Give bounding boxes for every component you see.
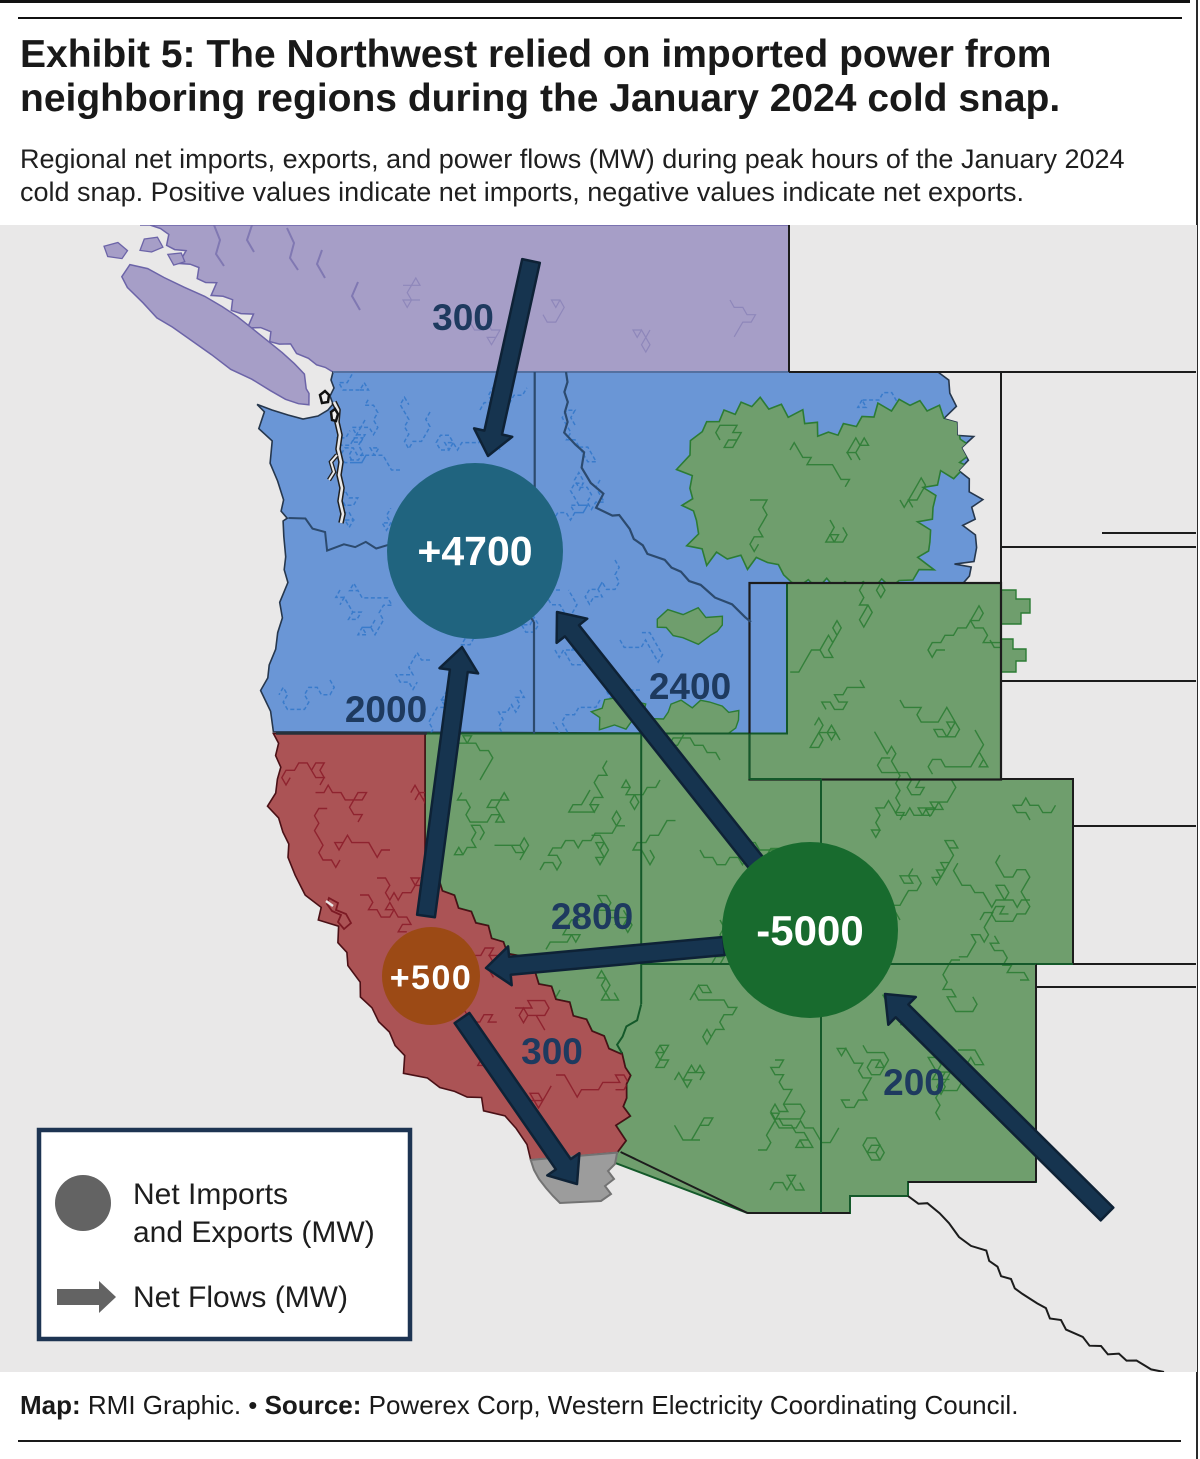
- svg-text:Net Flows (MW): Net Flows (MW): [133, 1281, 348, 1314]
- svg-text:-5000: -5000: [756, 907, 863, 954]
- svg-text:2000: 2000: [345, 689, 427, 730]
- svg-text:300: 300: [432, 297, 494, 338]
- svg-text:Net Imports: Net Imports: [133, 1178, 288, 1211]
- svg-text:300: 300: [521, 1031, 583, 1072]
- svg-text:+500: +500: [390, 959, 473, 997]
- svg-text:+4700: +4700: [417, 528, 532, 574]
- svg-text:2400: 2400: [649, 666, 731, 707]
- svg-text:200: 200: [883, 1062, 945, 1103]
- svg-text:2800: 2800: [551, 896, 633, 937]
- svg-text:and Exports (MW): and Exports (MW): [133, 1216, 375, 1249]
